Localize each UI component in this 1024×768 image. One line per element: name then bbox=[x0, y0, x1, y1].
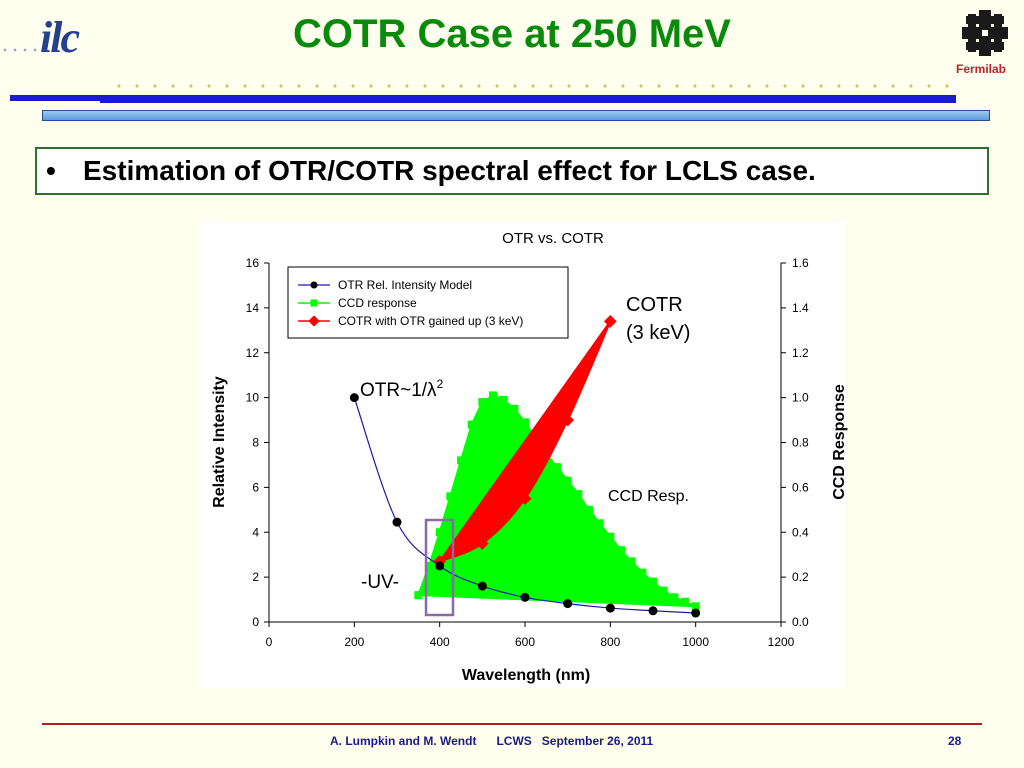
otr-point bbox=[691, 608, 701, 618]
y2-tick-label: 0.0 bbox=[792, 615, 809, 629]
x-tick-label: 600 bbox=[515, 635, 535, 649]
ccd-point bbox=[467, 420, 476, 429]
otr-point bbox=[648, 606, 658, 616]
ilc-logo: ilc bbox=[40, 13, 80, 62]
bullet-marker: • bbox=[46, 155, 56, 186]
y2-tick-label: 0.8 bbox=[792, 436, 809, 450]
ccd-point bbox=[563, 476, 572, 485]
cotr-point bbox=[603, 314, 617, 328]
uv-region-box bbox=[424, 518, 455, 617]
decorative-dots-top bbox=[110, 84, 960, 88]
bullet-text: Estimation of OTR/COTR spectral effect f… bbox=[83, 155, 816, 186]
annotation-cotr-line1: COTR bbox=[626, 294, 683, 316]
y-tick-label: 0 bbox=[252, 615, 259, 629]
y-tick-label: 4 bbox=[252, 525, 259, 539]
chart-title: OTR vs. COTR bbox=[502, 230, 604, 247]
y2-tick-label: 0.6 bbox=[792, 480, 809, 494]
ccd-point bbox=[435, 528, 444, 537]
ccd-point bbox=[617, 546, 625, 555]
x-tick-label: 200 bbox=[344, 635, 364, 649]
cotr-area bbox=[436, 320, 612, 564]
y2-axis-label: CCD Response bbox=[831, 384, 848, 500]
ccd-point bbox=[499, 395, 508, 404]
legend: OTR Rel. Intensity Model CCD response CO… bbox=[287, 266, 569, 339]
header-rule-dark-thin bbox=[100, 101, 956, 103]
x-tick-label: 1200 bbox=[768, 635, 795, 649]
legend-label-cotr: COTR with OTR gained up (3 keV) bbox=[338, 314, 523, 328]
footer-text: A. Lumpkin and M. Wendt LCWS September 2… bbox=[330, 734, 654, 748]
annotation-otr: OTR~1/λ2 bbox=[360, 377, 444, 401]
y-tick-label: 2 bbox=[252, 570, 259, 584]
y2-tick-label: 1.6 bbox=[792, 256, 809, 270]
ccd-point bbox=[510, 404, 519, 413]
bullet-box bbox=[35, 147, 989, 195]
ccd-point bbox=[553, 463, 561, 472]
annotation-ccd: CCD Resp. bbox=[608, 488, 689, 505]
ccd-point bbox=[574, 490, 583, 499]
x-tick-label: 800 bbox=[600, 635, 620, 649]
x-tick-label: 400 bbox=[430, 635, 450, 649]
y-axis-label: Relative Intensity bbox=[211, 376, 228, 508]
ccd-point bbox=[670, 593, 679, 602]
otr-point bbox=[477, 581, 487, 591]
ccd-area bbox=[416, 394, 697, 608]
annotation-uv: -UV- bbox=[361, 572, 399, 593]
ccd-point bbox=[606, 532, 615, 541]
y-tick-label: 6 bbox=[252, 480, 259, 494]
otr-point bbox=[435, 561, 445, 571]
x-axis-label: Wavelength (nm) bbox=[462, 667, 590, 684]
footer-rule bbox=[42, 723, 982, 725]
ccd-point bbox=[425, 561, 433, 570]
otr-point bbox=[520, 592, 530, 602]
y-tick-label: 14 bbox=[246, 301, 260, 315]
y-tick-label: 8 bbox=[252, 436, 259, 450]
ccd-point bbox=[414, 591, 423, 600]
fermilab-logo-icon bbox=[962, 10, 1008, 56]
ccd-point bbox=[478, 398, 487, 407]
ccd-point bbox=[638, 568, 647, 577]
otr-point bbox=[349, 393, 359, 403]
legend-label-ccd: CCD response bbox=[338, 296, 417, 310]
x-tick-label: 1000 bbox=[682, 635, 709, 649]
ccd-point bbox=[691, 602, 700, 611]
y2-tick-label: 0.2 bbox=[792, 570, 809, 584]
y2-tick-label: 1.2 bbox=[792, 346, 809, 360]
otr-point bbox=[563, 599, 573, 609]
header-rule-dark bbox=[10, 95, 956, 101]
y-tick-label: 12 bbox=[246, 346, 260, 360]
ccd-point bbox=[585, 505, 593, 514]
otr-point bbox=[605, 603, 615, 613]
slide-title: COTR Case at 250 MeV bbox=[293, 12, 731, 56]
ccd-point bbox=[457, 456, 465, 465]
decorative-dots-left bbox=[0, 48, 40, 52]
ccd-point bbox=[659, 586, 668, 595]
page-number: 28 bbox=[948, 734, 962, 748]
fermilab-wordmark: Fermilab bbox=[956, 62, 1007, 76]
y2-tick-label: 1.4 bbox=[792, 301, 809, 315]
y-tick-label: 10 bbox=[246, 391, 260, 405]
ccd-point bbox=[521, 418, 529, 427]
header-rule-light bbox=[42, 110, 990, 121]
y-tick-label: 16 bbox=[246, 256, 260, 270]
annotation-cotr-line2: (3 keV) bbox=[626, 322, 690, 344]
ccd-point bbox=[649, 577, 657, 586]
legend-label-otr: OTR Rel. Intensity Model bbox=[338, 278, 472, 292]
ccd-point bbox=[681, 597, 689, 606]
ccd-point bbox=[489, 391, 497, 400]
otr-point bbox=[392, 517, 402, 527]
ccd-point bbox=[446, 492, 455, 501]
ccd-point bbox=[627, 557, 636, 566]
y2-tick-label: 1.0 bbox=[792, 391, 809, 405]
y2-tick-label: 0.4 bbox=[792, 525, 809, 539]
ccd-point bbox=[595, 519, 604, 528]
x-tick-label: 0 bbox=[266, 635, 273, 649]
